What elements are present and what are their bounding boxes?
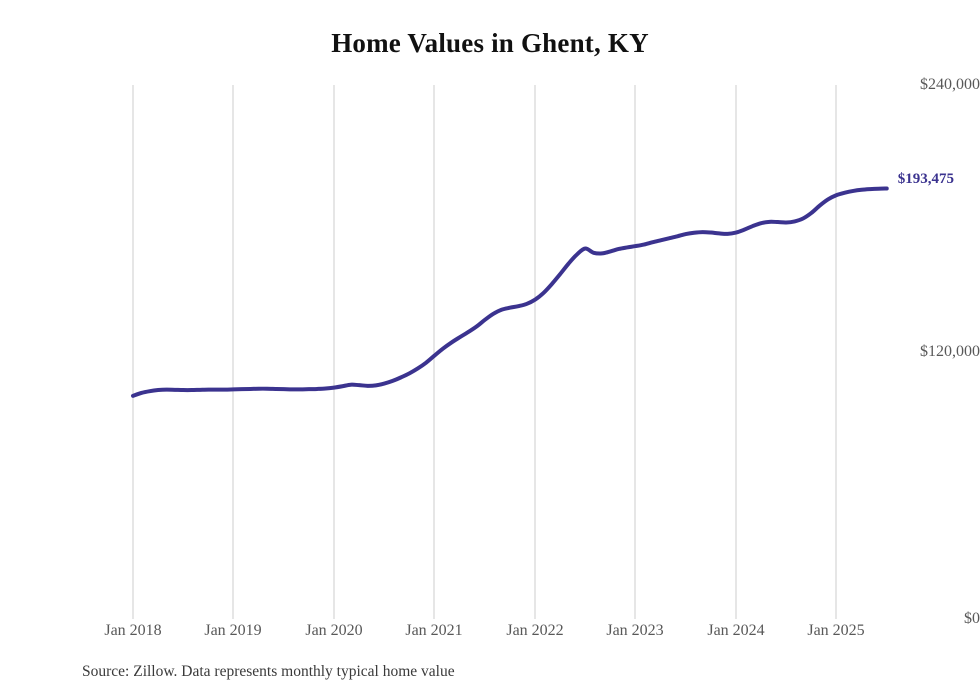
y-axis-tick-label-0: $0	[964, 610, 980, 627]
value-line-series	[131, 186, 889, 398]
x-axis-tick-label-jan-2022: Jan 2022	[506, 622, 564, 639]
y-axis-tick-label-240000: $240,000	[920, 76, 980, 93]
x-axis-tick-label-jan-2025: Jan 2025	[807, 622, 865, 639]
chart-title: Home Values in Ghent, KY	[331, 28, 649, 58]
x-axis-tick-label-jan-2024: Jan 2024	[707, 622, 765, 639]
y-axis-tick-label-120000: $120,000	[920, 343, 980, 360]
x-gridlines	[132, 85, 837, 619]
source-note: Source: Zillow. Data represents monthly …	[82, 663, 455, 680]
end-value-annotation: $193,475	[897, 170, 954, 187]
x-axis-tick-label-jan-2020: Jan 2020	[305, 622, 363, 639]
x-axis-tick-label-jan-2023: Jan 2023	[606, 622, 664, 639]
x-axis-tick-label-jan-2018: Jan 2018	[104, 622, 162, 639]
x-axis-tick-label-jan-2021: Jan 2021	[405, 622, 463, 639]
x-axis-tick-label-jan-2019: Jan 2019	[204, 622, 262, 639]
